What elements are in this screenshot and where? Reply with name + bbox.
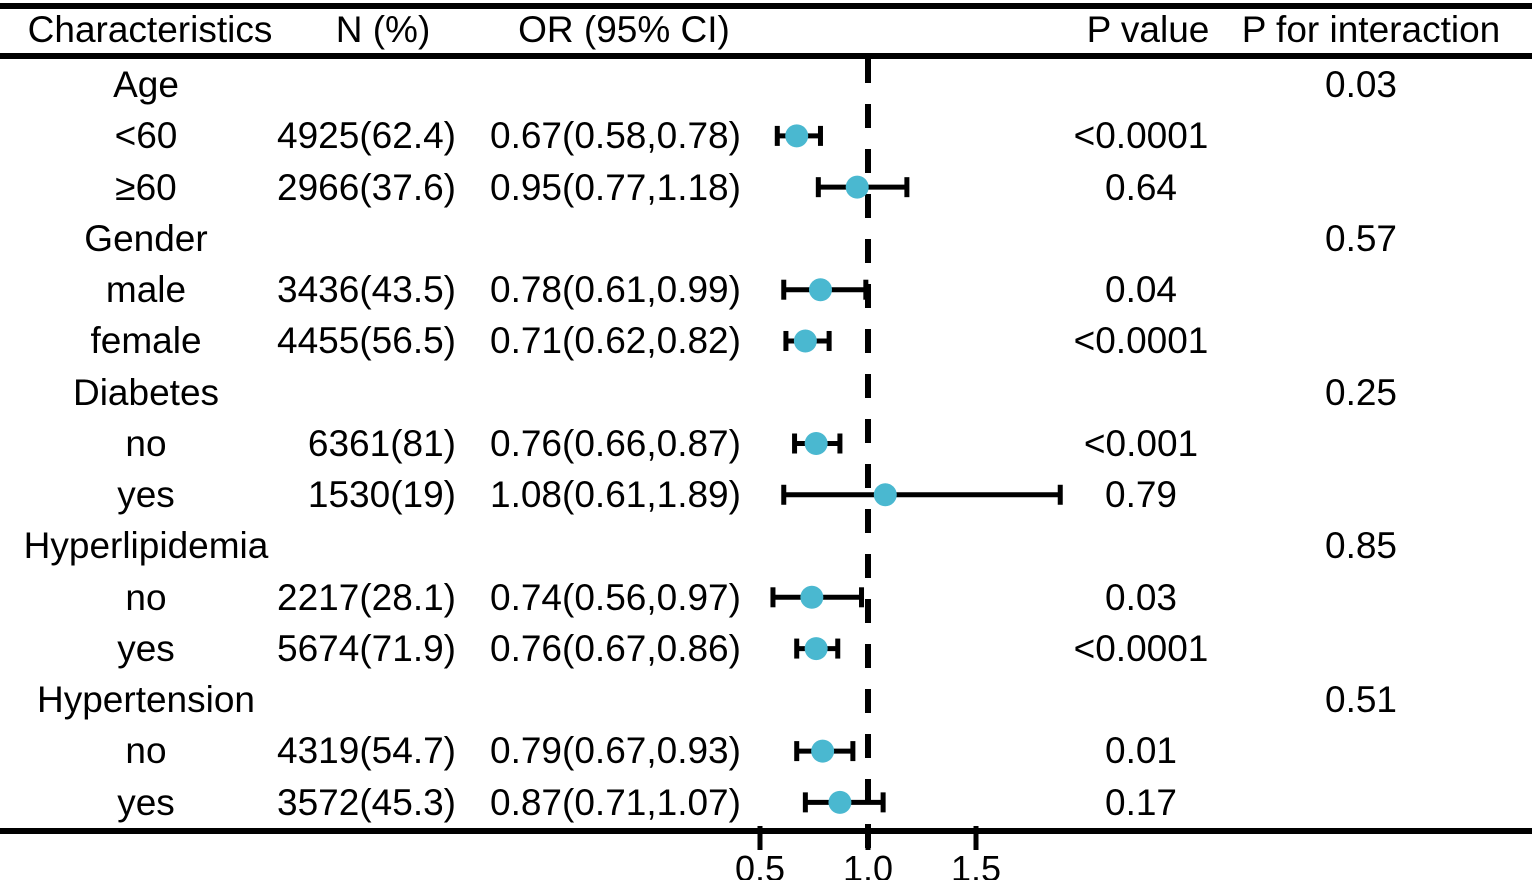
characteristic-label: yes bbox=[117, 627, 175, 669]
axis-tick-label: 0.5 bbox=[734, 848, 786, 880]
or-ci-value: 0.74(0.56,0.97) bbox=[490, 576, 741, 618]
p-value: <0.0001 bbox=[1073, 320, 1209, 362]
ci-whisker bbox=[781, 484, 1063, 505]
or-dot bbox=[793, 329, 817, 353]
characteristic-label: yes bbox=[117, 474, 175, 516]
p-value: 0.01 bbox=[1104, 730, 1178, 772]
or-dot bbox=[873, 483, 897, 507]
or-ci-value: 0.78(0.61,0.99) bbox=[490, 269, 741, 311]
p-value: 0.64 bbox=[1104, 166, 1178, 208]
p-value: 0.04 bbox=[1104, 269, 1178, 311]
or-dot bbox=[845, 175, 869, 199]
or-ci-value: 0.79(0.67,0.93) bbox=[490, 730, 741, 772]
n-pct-value: 5674(71.9) bbox=[277, 627, 456, 669]
p-value: 0.79 bbox=[1104, 474, 1178, 516]
table-bottom-border bbox=[0, 828, 1532, 834]
n-pct-value: 2217(28.1) bbox=[277, 576, 456, 618]
characteristic-label: no bbox=[125, 422, 167, 464]
characteristic-label: <60 bbox=[114, 115, 178, 157]
table-top-border bbox=[0, 3, 1532, 9]
col-header-p-interaction: P for interaction bbox=[1241, 9, 1501, 50]
p-value: <0.001 bbox=[1083, 422, 1199, 464]
characteristic-label: no bbox=[125, 730, 167, 772]
or-ci-value: 0.76(0.66,0.87) bbox=[490, 422, 741, 464]
col-header-p-value: P value bbox=[1086, 9, 1210, 50]
axis-tick-label: 1.0 bbox=[842, 848, 894, 880]
or-dot bbox=[800, 585, 824, 609]
p-interaction-value: 0.85 bbox=[1324, 525, 1398, 567]
or-ci-value: 1.08(0.61,1.89) bbox=[490, 474, 741, 516]
col-header-n-pct: N (%) bbox=[335, 9, 431, 50]
or-dot bbox=[804, 637, 828, 661]
or-dot bbox=[804, 432, 828, 455]
characteristic-label: Age bbox=[113, 64, 179, 105]
p-value: 0.03 bbox=[1104, 576, 1178, 618]
characteristic-label: Hyperlipidemia bbox=[23, 525, 269, 567]
n-pct-value: 4925(62.4) bbox=[277, 115, 456, 157]
p-interaction-value: 0.03 bbox=[1324, 64, 1398, 105]
or-ci-value: 0.67(0.58,0.78) bbox=[490, 115, 741, 157]
n-pct-value: 2966(37.6) bbox=[277, 166, 456, 208]
axis-tick-label: 1.5 bbox=[950, 848, 1002, 880]
characteristic-label: yes bbox=[117, 781, 175, 823]
or-dot bbox=[828, 790, 852, 814]
p-value: <0.0001 bbox=[1073, 627, 1209, 669]
n-pct-value: 3572(45.3) bbox=[277, 781, 456, 823]
or-dot bbox=[808, 278, 832, 302]
characteristic-label: Gender bbox=[84, 217, 208, 259]
or-dot bbox=[811, 739, 835, 763]
or-ci-value: 0.71(0.62,0.82) bbox=[490, 320, 741, 362]
n-pct-value: 4455(56.5) bbox=[277, 320, 456, 362]
or-ci-value: 0.87(0.71,1.07) bbox=[490, 781, 741, 823]
n-pct-value: 4319(54.7) bbox=[277, 730, 456, 772]
n-pct-value: 3436(43.5) bbox=[277, 269, 456, 311]
col-header-or-ci: OR (95% CI) bbox=[518, 9, 730, 50]
p-value: <0.0001 bbox=[1073, 115, 1209, 157]
characteristic-label: ≥60 bbox=[115, 166, 177, 208]
p-interaction-value: 0.57 bbox=[1324, 217, 1398, 259]
characteristic-label: female bbox=[90, 320, 202, 362]
n-pct-value: 1530(19) bbox=[307, 474, 456, 516]
p-value: 0.17 bbox=[1104, 781, 1178, 823]
or-ci-value: 0.95(0.77,1.18) bbox=[490, 166, 741, 208]
characteristic-label: Hypertension bbox=[36, 679, 256, 721]
characteristic-label: no bbox=[125, 576, 167, 618]
characteristic-label: Diabetes bbox=[72, 371, 220, 413]
or-ci-value: 0.76(0.67,0.86) bbox=[490, 627, 741, 669]
characteristic-label: male bbox=[105, 269, 187, 311]
col-header-characteristics: Characteristics bbox=[27, 9, 273, 50]
n-pct-value: 6361(81) bbox=[307, 422, 456, 464]
p-interaction-value: 0.25 bbox=[1324, 371, 1398, 413]
p-interaction-value: 0.51 bbox=[1324, 679, 1398, 721]
header-separator-line bbox=[0, 53, 1532, 59]
or-dot bbox=[785, 124, 809, 148]
